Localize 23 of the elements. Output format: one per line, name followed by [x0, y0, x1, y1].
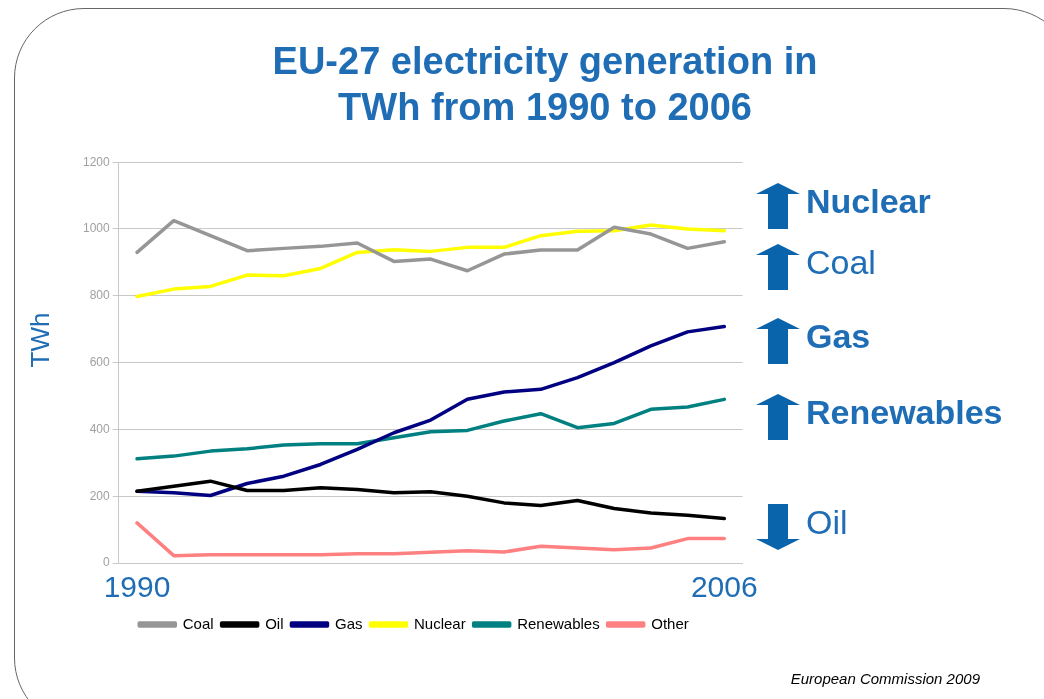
text: Coal [806, 243, 876, 282]
y-tick-label: 0 [103, 555, 111, 570]
chart-title: EU-27 electricity generation in TWh from 1990 to 2006 [271, 39, 819, 130]
y-tick-label: 400 [89, 421, 111, 436]
legend-label: Nuclear [413, 614, 466, 632]
y-axis-title: TWh [24, 312, 56, 368]
text: Nuclear [806, 182, 931, 221]
y-tick-label: 600 [89, 354, 111, 369]
text: Oil [806, 503, 848, 542]
legend-label: Gas [334, 614, 363, 632]
y-tick-label: 800 [89, 288, 111, 303]
y-tick-label: 1000 [82, 221, 111, 236]
text: Gas [806, 317, 871, 356]
legend-label: Oil [265, 614, 284, 632]
text: European Commission 2009 [790, 670, 980, 687]
x-tick-label: 1990 [103, 570, 171, 604]
text: Renewables [806, 393, 1003, 432]
y-tick-label: 200 [89, 488, 111, 503]
x-tick-label: 2006 [690, 570, 758, 604]
legend-label: Other [651, 614, 689, 632]
y-tick-label: 1200 [82, 154, 111, 169]
legend-label: Renewables [517, 614, 600, 632]
legend-label: Coal [182, 614, 214, 632]
